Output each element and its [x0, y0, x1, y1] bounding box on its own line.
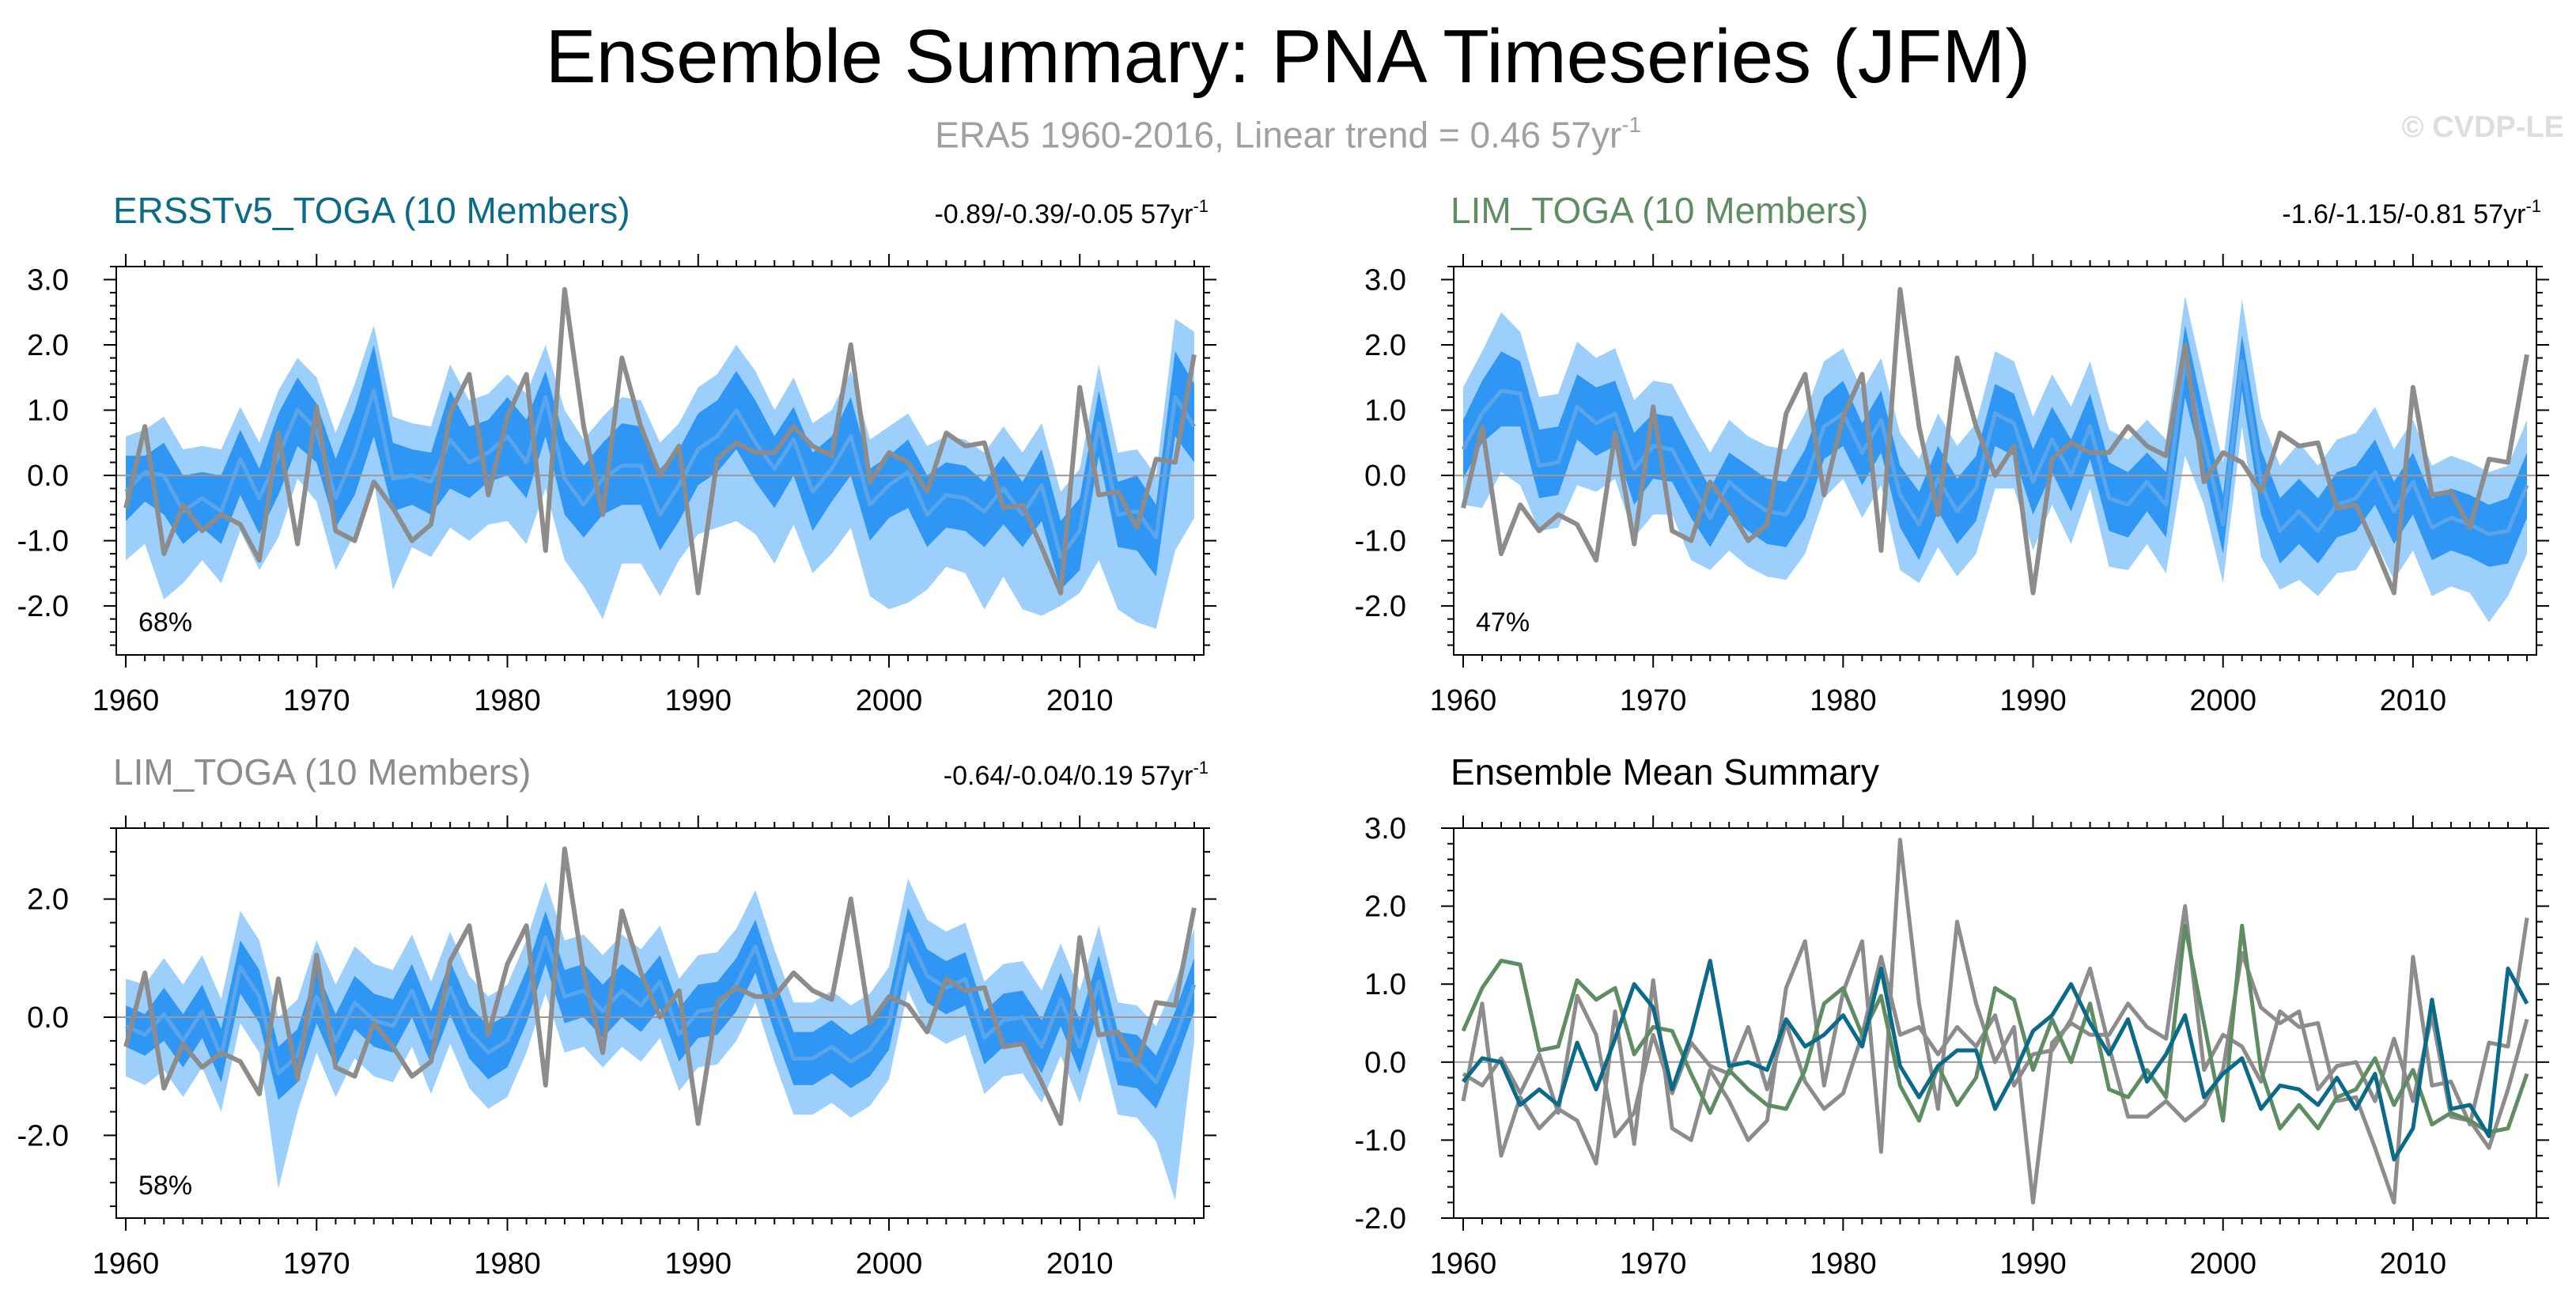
x-tick-label: 1980 [1810, 1247, 1877, 1281]
x-tick-label: 1970 [283, 684, 350, 717]
trend-text: -0.64/-0.04/0.19 57yr [944, 761, 1193, 791]
x-tick-label: 1990 [1999, 684, 2067, 717]
panel-title: LIM_TOGA (10 Members) [113, 751, 531, 793]
x-tick-label: 1980 [474, 684, 541, 717]
x-tick-label: 2000 [856, 1247, 923, 1281]
trend-label: -0.89/-0.39/-0.05 57yr-1 [934, 196, 1209, 229]
trend-exponent: -1 [1193, 758, 1209, 778]
y-tick-label: 2.0 [27, 884, 69, 917]
x-tick-label: 2000 [2189, 684, 2256, 717]
x-tick-label: 1960 [93, 1247, 160, 1281]
x-tick-label: 1970 [1620, 1247, 1687, 1281]
era5-line [123, 846, 1197, 1126]
page-title: Ensemble Summary: PNA Timeseries (JFM) [545, 14, 2031, 99]
panel-title: Ensemble Mean Summary [1451, 751, 1879, 793]
y-tick-label: 3.0 [27, 264, 69, 297]
trend-text: -0.89/-0.39/-0.05 57yr [934, 199, 1193, 229]
percent-label: 58% [138, 1171, 192, 1201]
era5-line [123, 286, 1197, 596]
trend-label: -1.6/-1.15/-0.81 57yr-1 [2282, 196, 2541, 229]
x-tick-label: 2010 [2380, 1247, 2447, 1281]
y-tick-label: 2.0 [1364, 891, 1406, 924]
panel-lim: LIM_TOGA (10 Members) -1.6/-1.15/-0.81 57… [1355, 190, 2549, 717]
panel-title: ERSSTv5_TOGA (10 Members) [113, 190, 630, 231]
x-tick-label: 1980 [1810, 684, 1877, 717]
y-tick-label: 0.0 [27, 460, 69, 493]
subtitle-text: ERA5 1960-2016, Linear trend = 0.46 57yr [935, 114, 1622, 156]
summary-line-4 [1462, 959, 2529, 1162]
inner-spread-band [126, 907, 1194, 1109]
trend-exponent: -1 [1193, 196, 1209, 216]
trend-label: -0.64/-0.04/0.19 57yr-1 [944, 758, 1209, 791]
y-tick-label: 3.0 [1364, 812, 1406, 846]
panel-title: LIM_TOGA (10 Members) [1451, 190, 1868, 231]
x-tick-label: 1960 [1430, 1247, 1497, 1281]
x-tick-label: 2000 [856, 684, 923, 717]
x-tick-label: 2010 [1046, 684, 1114, 717]
y-tick-label: 3.0 [1364, 264, 1406, 297]
y-tick-label: 1.0 [1364, 968, 1406, 1001]
panel-ersst: ERSSTv5_TOGA (10 Members) -0.89/-0.39/-0.… [17, 190, 1216, 717]
y-tick-label: 2.0 [1364, 329, 1406, 362]
panel-ensemble-mean: Ensemble Mean Summary 1960 1970 1980 1990 200… [1355, 751, 2549, 1281]
x-tick-label: 1970 [1620, 684, 1687, 717]
x-tick-label: 2010 [1046, 1247, 1114, 1281]
watermark: © CVDP-LE [2401, 111, 2564, 144]
x-tick-label: 1980 [474, 1247, 541, 1281]
y-tick-label: 2.0 [27, 329, 69, 362]
percent-label: 68% [138, 607, 192, 638]
x-tick-label: 1960 [1430, 684, 1497, 717]
y-tick-label: -1.0 [1355, 525, 1406, 558]
outer-spread-band [1463, 296, 2527, 622]
y-tick-label: -2.0 [17, 1119, 69, 1152]
x-tick-label: 1990 [664, 684, 732, 717]
x-tick-label: 1990 [664, 1247, 732, 1281]
percent-label: 47% [1476, 607, 1530, 638]
y-tick-label: 0.0 [27, 1001, 69, 1035]
subtitle: ERA5 1960-2016, Linear trend = 0.46 57yr… [0, 101, 2576, 158]
summary-line-2 [1462, 951, 2529, 1150]
trend-text: -1.6/-1.15/-0.81 57yr [2282, 199, 2525, 229]
y-tick-label: 1.0 [27, 395, 69, 428]
ensemble-mean-line [1461, 359, 2529, 536]
x-tick-label: 1990 [1999, 1247, 2067, 1281]
y-tick-label: -1.0 [17, 525, 69, 558]
y-tick-label: -2.0 [1355, 1202, 1406, 1235]
era5-line [1461, 286, 2529, 596]
summary-line-3 [1461, 923, 2529, 1134]
x-tick-label: 2010 [2380, 684, 2447, 717]
y-tick-label: 0.0 [1364, 1046, 1406, 1080]
y-tick-label: -2.0 [17, 590, 69, 623]
inner-spread-band [126, 345, 1194, 590]
x-tick-label: 1970 [283, 1247, 350, 1281]
y-tick-label: 0.0 [1364, 460, 1406, 493]
subtitle-exponent: -1 [1621, 112, 1641, 137]
x-tick-label: 1960 [93, 684, 160, 717]
y-tick-label: -1.0 [1355, 1124, 1406, 1157]
y-tick-label: 1.0 [1364, 395, 1406, 428]
y-tick-label: -2.0 [1355, 590, 1406, 623]
x-tick-label: 2000 [2189, 1247, 2256, 1281]
trend-exponent: -1 [2525, 196, 2541, 216]
panel-lim-2: LIM_TOGA (10 Members) -0.64/-0.04/0.19 57… [17, 751, 1216, 1281]
